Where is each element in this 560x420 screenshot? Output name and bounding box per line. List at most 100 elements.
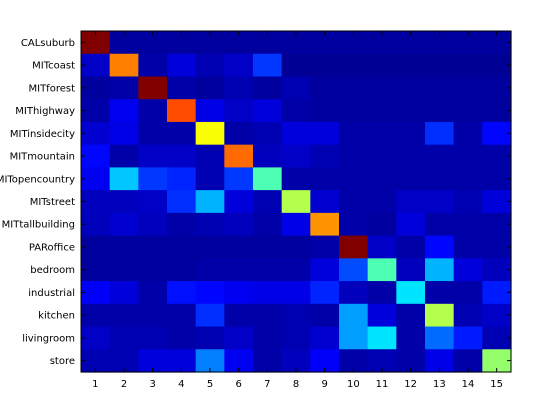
heatmap-cell [253,212,283,237]
heatmap-cell [396,121,426,146]
heatmap-cell [482,99,512,123]
heatmap-cell [425,212,455,237]
y-tick-label: livingroom [22,333,75,344]
heatmap-cell [482,349,512,373]
heatmap-cell [425,121,455,146]
heatmap-cell [81,303,111,328]
heatmap-cell [425,167,455,191]
heatmap-cell [281,76,311,100]
heatmap-cell [396,235,426,259]
heatmap-cell [81,190,111,214]
heatmap-cell [195,235,225,259]
heatmap-cell [425,31,455,55]
heatmap-cell [310,121,340,146]
heatmap-cell [167,258,197,282]
heatmap-cell [482,121,512,146]
x-tick-label: 11 [376,379,389,390]
heatmap-cell [224,53,254,78]
heatmap-cell [253,99,283,123]
heatmap-cell [281,258,311,282]
heatmap-cell [425,258,455,282]
heatmap-cell [310,99,340,123]
heatmap-cell [281,53,311,78]
heatmap-cell [310,303,340,328]
heatmap-cell [482,53,512,78]
heatmap-cell [482,144,512,168]
heatmap-cell [109,281,139,305]
heatmap-cell [482,326,512,350]
heatmap-cell [339,190,369,214]
heatmap-cell [482,258,512,282]
y-tick-label: MITopencountry [0,174,75,185]
heatmap-cell [453,326,483,350]
x-tick-label: 3 [149,379,155,390]
heatmap-cell [310,212,340,237]
heatmap-cell [367,281,397,305]
heatmap-cell [396,303,426,328]
heatmap-cell [167,281,197,305]
x-tick-label: 5 [207,379,213,390]
heatmap-cell [224,212,254,237]
heatmap-cell [367,121,397,146]
x-tick-labels: 1 2 3 4 5 6 7 8 9 10 11 12 13 14 15 [92,379,503,390]
heatmap-cell [396,190,426,214]
heatmap-cell [167,99,197,123]
heatmap-cell [310,281,340,305]
heatmap-cell [425,235,455,259]
heatmap-cell [339,349,369,373]
y-tick-label: MITmountain [10,152,75,163]
plot-frame [80,30,512,373]
heatmap-cell [167,326,197,350]
heatmap-cell [81,212,111,237]
heatmap-cell [453,167,483,191]
heatmap-cell [195,326,225,350]
heatmap-cell [224,258,254,282]
heatmap-cell [339,167,369,191]
heatmap-cell [281,121,311,146]
heatmap-cell [453,235,483,259]
heatmap-cell [453,121,483,146]
heatmap-cell [339,144,369,168]
heatmap-cell [339,326,369,350]
y-tick-labels: CALsuburb MITcoast MITforest MIThighway MITi… [0,38,75,367]
heatmap-cell [281,167,311,191]
heatmap-cell [367,303,397,328]
heatmap-cell [81,326,111,350]
heatmap-cell [310,349,340,373]
heatmap-cell [253,303,283,328]
heatmap-cell [339,76,369,100]
heatmap-cell [453,349,483,373]
heatmap-cell [425,326,455,350]
heatmap-cell [195,167,225,191]
heatmap-cell [310,258,340,282]
heatmap-cell [109,303,139,328]
x-tick-label: 6 [235,379,241,390]
heatmap-cell [425,53,455,78]
heatmap-cell [310,326,340,350]
heatmap-cell [482,190,512,214]
heatmap-cell [396,99,426,123]
heatmap-cells [81,31,512,373]
heatmap-cell [310,235,340,259]
heatmap-cell [167,212,197,237]
heatmap-cell [425,190,455,214]
heatmap-cell [281,303,311,328]
heatmap-cell [253,31,283,55]
heatmap-cell [224,76,254,100]
heatmap-cell [81,76,111,100]
y-tick-label: PARoffice [29,242,75,253]
heatmap-cell [224,190,254,214]
heatmap-cell [396,326,426,350]
heatmap-cell [482,76,512,100]
heatmap-cell [453,99,483,123]
heatmap-cell [396,281,426,305]
heatmap-cell [81,235,111,259]
heatmap-cell [167,190,197,214]
heatmap-cell [396,167,426,191]
heatmap-cell [310,190,340,214]
heatmap-cell [138,99,168,123]
y-tick-label: MITcoast [32,61,75,72]
axis-ticks [81,31,511,372]
heatmap-cell [109,167,139,191]
heatmap-cell [281,144,311,168]
